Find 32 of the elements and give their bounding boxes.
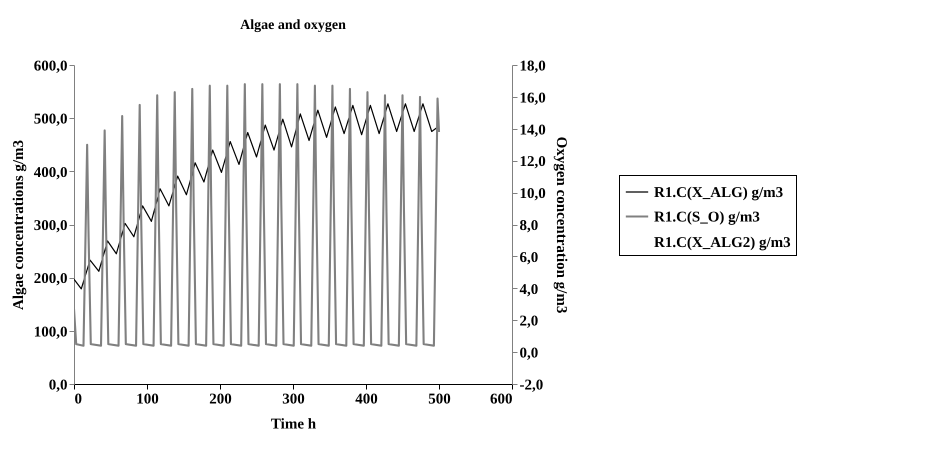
text: R1.C(X_ALG2) g/m3 (654, 235, 791, 251)
x-tick-label: 0 (74, 392, 82, 408)
y2-tick-label: 0,0 (520, 346, 538, 362)
chart-title: Algae and oxygen (240, 18, 346, 33)
y-tick-label: 0,0 (48, 378, 68, 394)
y2-tick-label: 6,0 (520, 250, 538, 266)
y2-tick-label: 12,0 (520, 154, 546, 170)
y2-axis-title: Oxygen concentration g/m3 (552, 136, 569, 314)
y-tick-label: 300,0 (34, 218, 68, 234)
x-tick-label: 400 (355, 392, 378, 408)
x-axis-title: Time h (270, 416, 317, 432)
y-tick-label: 200,0 (34, 271, 68, 288)
x-tick-label: 500 (428, 392, 451, 408)
y-tick-label: 600,0 (34, 58, 68, 74)
y2-tick-label: 10,0 (520, 186, 546, 202)
y2-tick-label: 14,0 (520, 122, 546, 138)
y-tick-label: 500,0 (34, 112, 68, 128)
y2-tick-label: 4,0 (520, 282, 538, 298)
legend-label: R1.C(X_ALG) g/m3 (654, 185, 784, 201)
y2-tick-label: 2,0 (520, 314, 538, 330)
y2-tick-label: 18,0 (520, 58, 546, 74)
y-axis-title: Algae concentrations g/m3 (10, 140, 27, 310)
x-tick-label: 600 (490, 392, 512, 408)
x-tick-label: 100 (136, 392, 159, 408)
y-tick-label: 100,0 (34, 324, 68, 340)
y-tick-label: 400,0 (34, 164, 68, 181)
x-tick-label: 300 (282, 392, 305, 408)
x-tick-label: 200 (209, 392, 232, 408)
legend-label: R1.C(S_O) g/m3 (654, 210, 760, 226)
y2-tick-label: 16,0 (520, 90, 546, 106)
y2-tick-label: -2,0 (520, 378, 544, 394)
y2-tick-label: 8,0 (520, 218, 538, 234)
